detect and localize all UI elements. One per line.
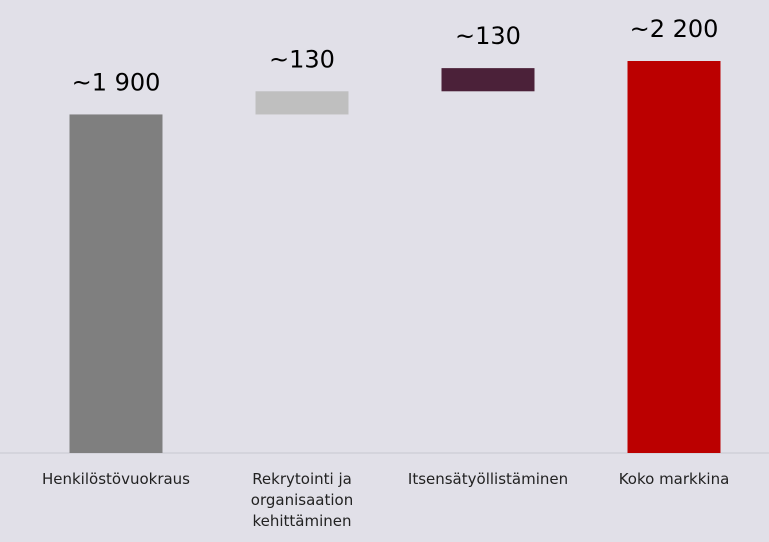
value-label: ~130 <box>455 22 521 50</box>
bar <box>441 68 535 92</box>
category-label: Rekrytointi ja organisaation kehittämine… <box>250 470 354 530</box>
category-label: Itsensätyöllistäminen <box>407 470 569 488</box>
bar <box>627 61 721 453</box>
bar <box>255 91 349 115</box>
bar <box>69 114 163 454</box>
value-label: ~2 200 <box>630 15 719 43</box>
category-label: Koko markkina <box>618 470 730 488</box>
value-label: ~1 900 <box>72 68 161 96</box>
category-label: Henkilöstövuokraus <box>41 470 190 488</box>
value-label: ~130 <box>269 45 335 73</box>
